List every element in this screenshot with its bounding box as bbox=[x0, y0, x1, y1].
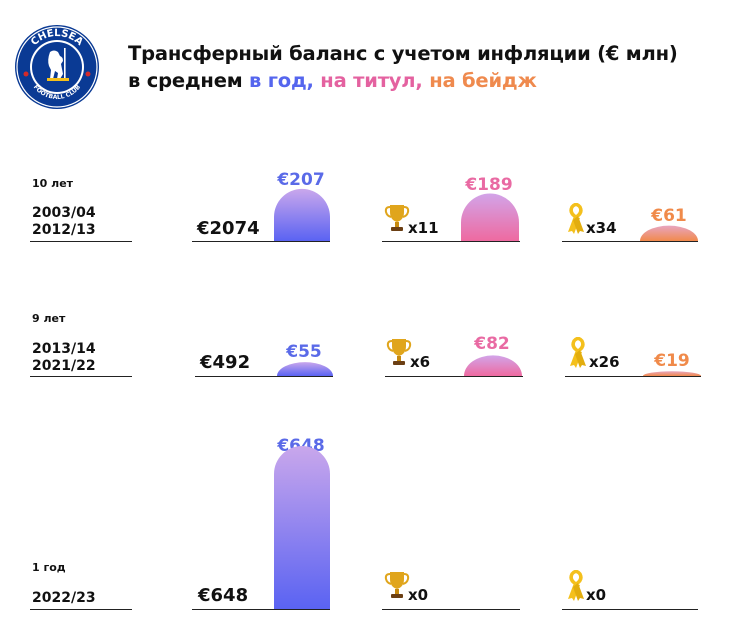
value-per-badge: €19 bbox=[654, 351, 690, 371]
title-line-2: в среднем в год, на титул, на бейдж bbox=[128, 67, 678, 94]
period-label: 10 лет bbox=[32, 177, 74, 190]
titles-count: x6 bbox=[410, 353, 431, 371]
titles-count: x11 bbox=[408, 219, 439, 237]
lion-icon bbox=[47, 48, 69, 81]
value-per-title: €82 bbox=[474, 334, 510, 354]
season-start: 2022/23 bbox=[32, 590, 96, 606]
season-end: 2021/22 bbox=[32, 358, 96, 374]
bar-per-title bbox=[461, 193, 519, 241]
season-start: 2013/14 bbox=[32, 341, 96, 357]
season-range: 2013/14 2021/22 bbox=[32, 341, 96, 375]
season-single: 2022/23 bbox=[32, 590, 96, 607]
badges-count: x34 bbox=[586, 219, 617, 237]
season-range: 2003/04 2012/13 bbox=[32, 205, 96, 239]
total-balance: €2074 bbox=[197, 218, 260, 239]
chelsea-logo: CHELSEA FOOTBALL CLUB bbox=[15, 25, 99, 109]
chart-title: Трансферный баланс с учетом инфляции (€ … bbox=[128, 40, 678, 94]
bar-per-title bbox=[464, 355, 522, 376]
period-label: 9 лет bbox=[32, 312, 66, 325]
total-balance: €648 bbox=[198, 585, 249, 606]
bar-per-badge bbox=[640, 225, 698, 241]
ribbon-icon bbox=[568, 203, 584, 234]
ribbon-icon bbox=[568, 570, 584, 601]
total-balance: €492 bbox=[200, 352, 251, 373]
title-per-year: в год, bbox=[249, 69, 314, 92]
value-per-badge: €61 bbox=[651, 206, 687, 226]
title-prefix: в среднем bbox=[128, 69, 250, 92]
bar-per-badge bbox=[643, 371, 701, 376]
bar-per-year bbox=[277, 362, 333, 376]
divider-line bbox=[30, 241, 132, 242]
divider-line bbox=[30, 376, 132, 377]
value-per-year: €207 bbox=[277, 170, 325, 190]
title-line-1: Трансферный баланс с учетом инфляции (€ … bbox=[128, 42, 678, 65]
trophy-icon bbox=[386, 339, 412, 365]
value-per-title: €189 bbox=[465, 175, 513, 195]
trophy-icon bbox=[384, 205, 410, 231]
title-per-badge: на бейдж bbox=[422, 69, 537, 92]
badges-count: x0 bbox=[586, 586, 607, 604]
bar-per-year bbox=[274, 446, 330, 609]
ribbon-icon bbox=[570, 337, 586, 368]
titles-count: x0 bbox=[408, 586, 429, 604]
period-label: 1 год bbox=[32, 561, 66, 574]
title-per-title: на титул, bbox=[313, 69, 423, 92]
bar-per-year bbox=[274, 188, 330, 241]
value-per-year: €55 bbox=[286, 342, 322, 362]
trophy-icon bbox=[384, 572, 410, 598]
badges-count: x26 bbox=[589, 353, 620, 371]
season-start: 2003/04 bbox=[32, 205, 96, 221]
season-end: 2012/13 bbox=[32, 222, 96, 238]
divider-line bbox=[30, 609, 132, 610]
